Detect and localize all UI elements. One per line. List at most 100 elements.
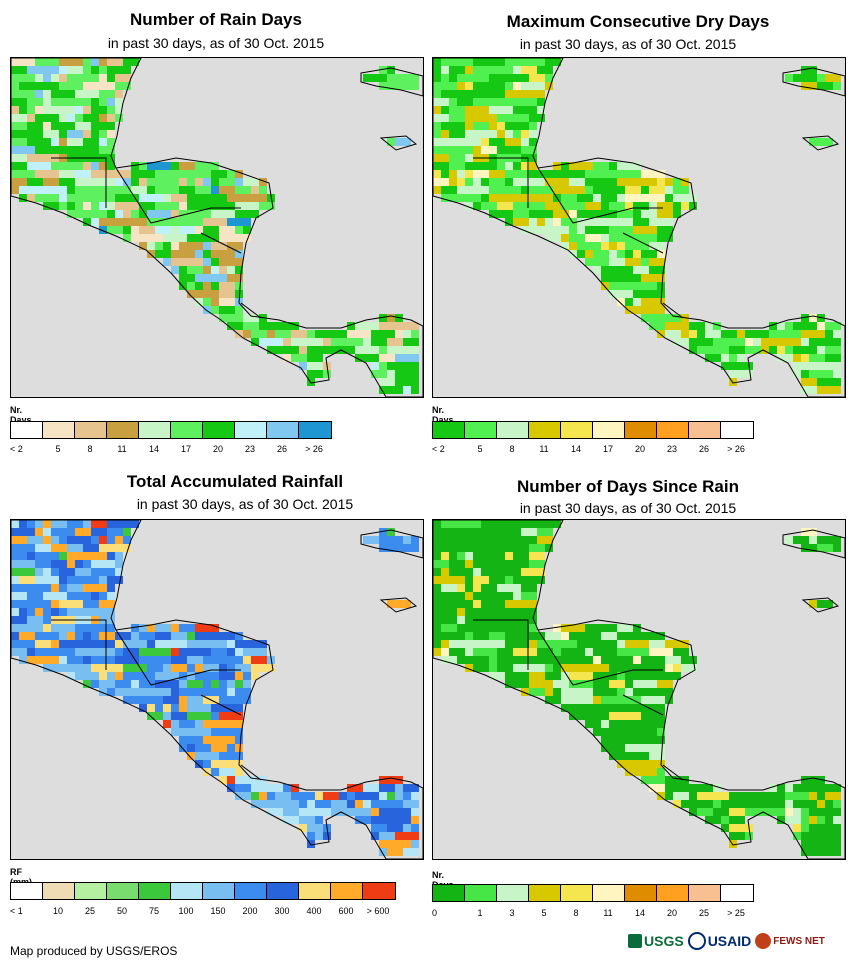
- map-cell: [553, 632, 561, 640]
- map-cell: [609, 688, 617, 696]
- map-cell: [793, 370, 801, 378]
- map-cell: [387, 66, 395, 74]
- map-cell: [825, 386, 833, 394]
- map-cell: [35, 178, 43, 186]
- map-cell: [227, 306, 235, 314]
- map-cell: [785, 784, 793, 792]
- map-cell: [441, 154, 449, 162]
- map-cell: [833, 370, 841, 378]
- map-cell: [609, 242, 617, 250]
- map-cell: [51, 66, 59, 74]
- map-cell: [107, 672, 115, 680]
- map-cell: [235, 322, 243, 330]
- map-cell: [51, 170, 59, 178]
- map-cell: [537, 226, 545, 234]
- map-cell: [569, 688, 577, 696]
- map-cell: [139, 680, 147, 688]
- map-cell: [243, 688, 251, 696]
- map-cell: [529, 226, 537, 234]
- map-cell: [593, 664, 601, 672]
- map-cell: [585, 712, 593, 720]
- map-cell: [179, 728, 187, 736]
- map-cell: [641, 728, 649, 736]
- map-cell: [395, 840, 403, 848]
- map-cell: [403, 370, 411, 378]
- map-cell: [387, 792, 395, 800]
- map-cell: [19, 58, 27, 66]
- map-cell: [107, 528, 115, 536]
- map-cell: [283, 338, 291, 346]
- map-cell: [641, 202, 649, 210]
- map-cell: [673, 338, 681, 346]
- map-cell: [537, 544, 545, 552]
- map-cell: [107, 664, 115, 672]
- map-cell: [809, 386, 817, 394]
- map-cell: [219, 194, 227, 202]
- map-cell: [649, 720, 657, 728]
- map-cell: [545, 82, 553, 90]
- map-cell: [147, 242, 155, 250]
- legend-swatch: [75, 883, 107, 899]
- map-cell: [505, 170, 513, 178]
- map-cell: [825, 840, 833, 848]
- map-cell: [43, 640, 51, 648]
- map-cell: [99, 106, 107, 114]
- map-cell: [51, 138, 59, 146]
- legend-swatch: [593, 422, 625, 438]
- map-cell: [179, 274, 187, 282]
- map-cell: [355, 338, 363, 346]
- map-cell: [331, 808, 339, 816]
- map-cell: [347, 800, 355, 808]
- map-cell: [411, 82, 419, 90]
- map-cell: [833, 378, 841, 386]
- map-cell: [195, 680, 203, 688]
- map-cell: [27, 568, 35, 576]
- map-cell: [51, 648, 59, 656]
- map-cell: [457, 58, 465, 66]
- map-cell: [529, 138, 537, 146]
- map-cell: [609, 290, 617, 298]
- map-cell: [513, 544, 521, 552]
- map-cell: [83, 186, 91, 194]
- map-cell: [179, 170, 187, 178]
- map-cell: [107, 608, 115, 616]
- map-cell: [473, 202, 481, 210]
- map-cell: [609, 202, 617, 210]
- map-cell: [211, 736, 219, 744]
- map-cell: [43, 202, 51, 210]
- map-cell: [657, 632, 665, 640]
- usgs-logo: USGS: [628, 933, 684, 949]
- map-cell: [641, 194, 649, 202]
- map-cell: [465, 592, 473, 600]
- map-cell: [809, 808, 817, 816]
- map-cell: [11, 608, 19, 616]
- map-cell: [139, 624, 147, 632]
- map-cell: [513, 640, 521, 648]
- internal-border: [115, 629, 152, 686]
- map-cell: [825, 378, 833, 386]
- map-cell: [187, 656, 195, 664]
- map-cell: [211, 202, 219, 210]
- map-cell: [577, 202, 585, 210]
- map-cell: [139, 202, 147, 210]
- map-cell: [633, 258, 641, 266]
- map-cell: [403, 848, 411, 856]
- map-cell: [235, 720, 243, 728]
- map-cell: [641, 170, 649, 178]
- map-cell: [211, 226, 219, 234]
- legend-swatch: [465, 885, 497, 901]
- map-cell: [355, 330, 363, 338]
- map-cell: [67, 114, 75, 122]
- map-cell: [371, 816, 379, 824]
- map-cell: [809, 544, 817, 552]
- map-cell: [801, 66, 809, 74]
- map-cell: [537, 688, 545, 696]
- map-cell: [729, 346, 737, 354]
- map-cell: [545, 544, 553, 552]
- map-cell: [521, 162, 529, 170]
- map-cell: [107, 66, 115, 74]
- map-cell: [379, 808, 387, 816]
- map-cell: [227, 688, 235, 696]
- map-cell: [833, 74, 841, 82]
- map-cell: [625, 656, 633, 664]
